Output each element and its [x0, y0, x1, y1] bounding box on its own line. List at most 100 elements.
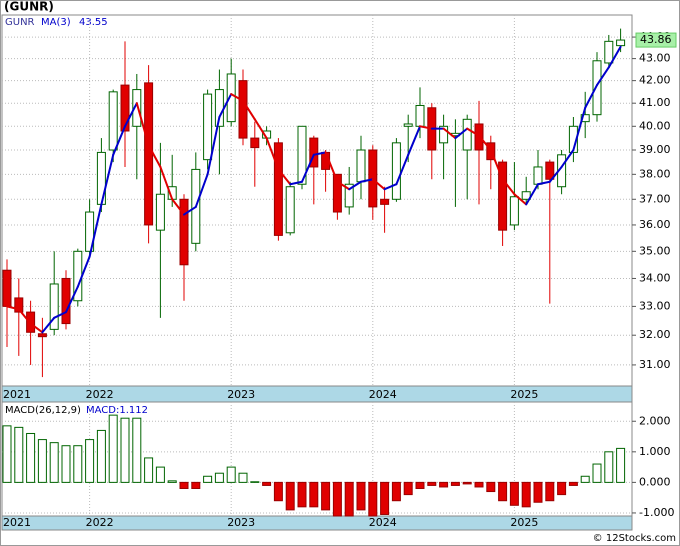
ma-segment	[17, 308, 32, 325]
ma-segment	[442, 127, 457, 140]
y-tick-label: 1.000	[639, 445, 671, 458]
x-tick-label: 2022	[86, 388, 114, 401]
candle-body	[108, 91, 118, 151]
macd-bar	[14, 426, 24, 483]
candle-body	[439, 125, 449, 144]
macd-bar	[2, 425, 12, 483]
candle-body	[509, 196, 519, 226]
ma-segment	[112, 125, 126, 156]
ma-segment	[312, 151, 327, 156]
macd-bar	[214, 472, 224, 483]
macd-bar	[49, 442, 59, 483]
macd-bar	[592, 463, 602, 483]
macd-bar	[167, 480, 177, 483]
ma-segment	[230, 93, 244, 102]
x-tick-label: 2024	[369, 388, 397, 401]
macd-bar	[391, 481, 401, 502]
candle-body	[203, 93, 213, 161]
macd-bar	[179, 481, 189, 489]
candle-body	[580, 114, 590, 123]
candle-body	[144, 82, 154, 226]
ma-segment	[289, 180, 303, 186]
macd-bar	[250, 481, 260, 483]
y-tick-label: 36.00	[639, 218, 671, 231]
ma-segment	[478, 134, 492, 152]
ma-segment	[171, 198, 185, 216]
candle-body	[14, 297, 24, 313]
candle-body	[533, 166, 543, 185]
macd-value: MACD:1.112	[86, 405, 148, 416]
candle-body	[285, 186, 295, 234]
macd-bar	[368, 481, 378, 517]
y-tick-label: 41.00	[639, 96, 671, 109]
x-tick-label: 2022	[86, 516, 114, 529]
macd-bar	[380, 481, 390, 515]
ma-segment	[395, 153, 410, 186]
macd-bar	[73, 445, 83, 483]
ma-segment	[607, 45, 622, 69]
candle-body	[85, 211, 95, 252]
ma-segment	[513, 193, 528, 206]
ma-segment	[53, 311, 67, 319]
ma-segment	[466, 127, 480, 137]
macd-bar	[120, 417, 130, 483]
macd-bar	[321, 481, 331, 511]
candle-body	[273, 142, 283, 236]
macd-bar	[545, 481, 555, 502]
macd-bar	[332, 481, 342, 517]
price-panel	[1, 14, 633, 387]
y-tick-label: 34.00	[639, 271, 671, 284]
candle-body	[403, 123, 413, 127]
candle-body	[344, 183, 354, 208]
macd-bar	[238, 472, 248, 483]
macd-bar	[498, 481, 508, 502]
macd-bar	[61, 445, 71, 483]
ma-segment	[242, 99, 256, 121]
y-tick-label: 0.000	[639, 475, 671, 488]
candle-body	[604, 40, 614, 64]
candle-body	[2, 269, 12, 307]
y-tick-label: 31.00	[639, 358, 671, 371]
macd-bar	[37, 439, 47, 483]
ma-segment	[183, 205, 197, 216]
ma-segment	[29, 322, 44, 334]
x-tick-label: 2025	[510, 388, 538, 401]
ma-segment	[206, 115, 221, 176]
macd-bar	[132, 417, 142, 483]
ma-segment	[548, 165, 563, 183]
ma-segment	[65, 285, 79, 314]
macd-bar	[309, 481, 319, 508]
macd-bar	[285, 481, 295, 511]
macd-bar	[557, 481, 567, 496]
macd-bar	[427, 481, 437, 486]
ma-segment	[265, 137, 280, 171]
y-tick-label: 43.00	[639, 52, 671, 65]
macd-bar	[297, 481, 307, 508]
macd-bar	[568, 481, 578, 486]
y-tick-label: 38.00	[639, 167, 671, 180]
macd-bar	[344, 481, 354, 517]
ma-segment	[560, 149, 575, 168]
y-tick-label: 40.00	[639, 119, 671, 132]
candle-body	[616, 39, 626, 47]
legend-ticker: GUNR	[5, 17, 35, 28]
macd-bar	[474, 481, 484, 488]
macd-bar	[450, 481, 460, 486]
macd-bar	[486, 481, 496, 493]
x-tick-label: 2021	[3, 388, 31, 401]
macd-bar	[415, 481, 425, 489]
macd-bar	[203, 475, 213, 483]
y-tick-label: 32.00	[639, 328, 671, 341]
macd-bar	[616, 447, 626, 483]
x-tick-label: 2023	[227, 388, 255, 401]
candle-body	[155, 193, 165, 231]
macd-bar	[108, 414, 118, 483]
candle-body	[498, 161, 508, 231]
ma-segment	[454, 127, 469, 140]
ma-segment	[537, 180, 551, 186]
x-tick-label: 2023	[227, 516, 255, 529]
candle-body	[179, 198, 189, 266]
x-tick-label: 2021	[3, 516, 31, 529]
